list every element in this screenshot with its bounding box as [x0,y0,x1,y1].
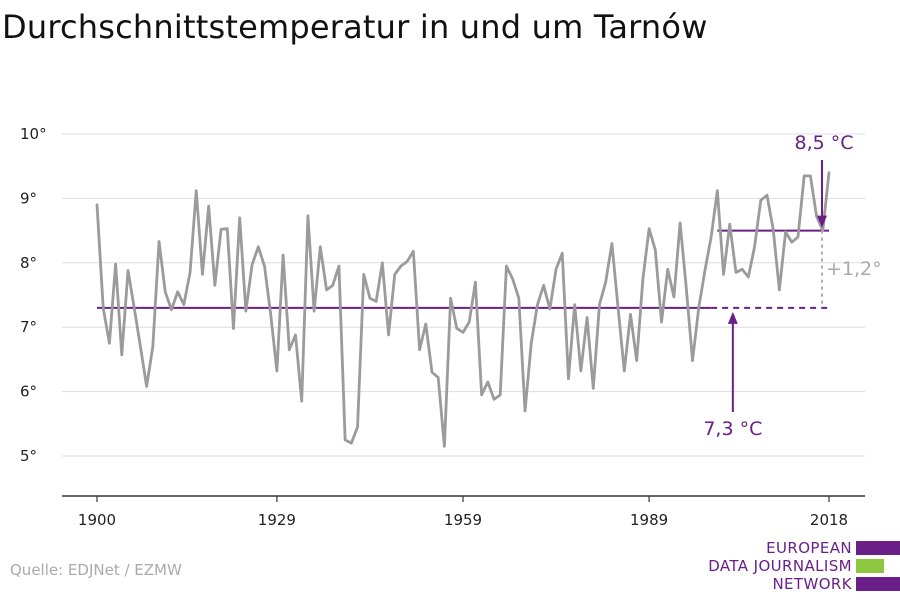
source-note: Quelle: EDJNet / EZMW [10,561,182,579]
temperature-series [95,171,831,448]
logo-text-line-3: NETWORK [772,575,852,593]
y-tick-label: 9° [20,189,37,207]
label-8-5: 8,5 °C [794,132,853,154]
annotations: +1,2° 7,3 °C 8,5 °C [703,132,881,440]
difference-label: +1,2° [826,258,882,280]
grid-lines [62,133,865,457]
y-tick-label: 8° [20,254,37,272]
x-tick-label: 1989 [630,511,668,529]
y-tick-label: 7° [20,318,37,336]
arrow-head-down-icon [817,215,827,228]
x-axis: 1900 1929 1959 1989 2018 [62,495,865,529]
logo-bar-bottom [856,577,900,591]
chart-title: Durchschnittstemperatur in und um Tarnów [2,8,708,46]
x-tick-label: 1900 [78,511,116,529]
reference-lines [97,229,829,309]
series-line [95,171,831,448]
logo-bar-middle [856,559,884,573]
x-tick-label: 1929 [258,511,296,529]
arrow-head-up-icon [727,311,738,324]
edjnet-logo: EUROPEAN DATA JOURNALISM NETWORK [700,539,900,595]
x-tick-label: 1959 [444,511,482,529]
logo-bar-top [856,541,900,555]
label-7-3: 7,3 °C [703,418,762,440]
logo-text-line-2: DATA JOURNALISM [708,557,852,575]
y-tick-label: 5° [20,447,37,465]
y-tick-label: 6° [20,383,37,401]
y-axis-tick-labels: 10° 9° 8° 7° 6° 5° [20,125,47,465]
logo-text-line-1: EUROPEAN [766,539,852,557]
x-tick-label: 2018 [810,511,848,529]
y-tick-label: 10° [20,125,47,143]
